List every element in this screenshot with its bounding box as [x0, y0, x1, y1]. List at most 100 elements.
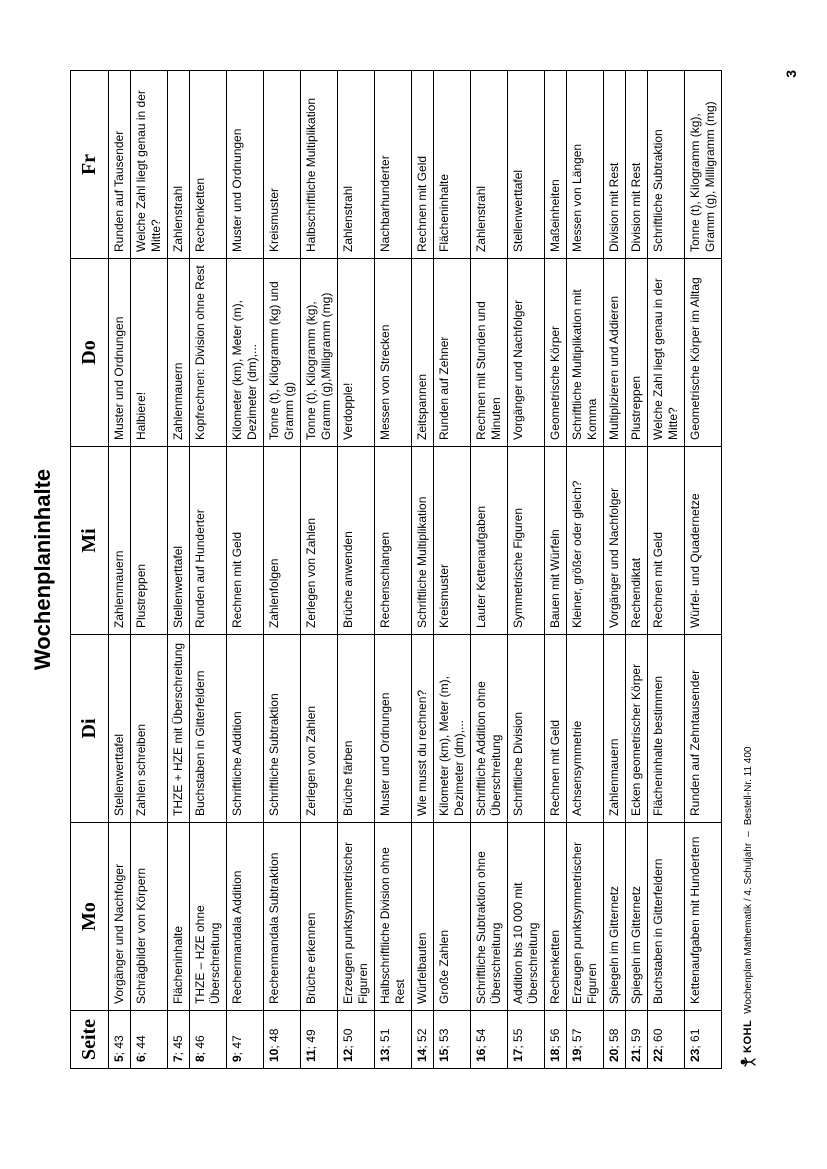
- cell-mi: Zahlenfolgen: [264, 447, 301, 635]
- cell-seite: 21; 59: [626, 1011, 648, 1069]
- table-header-row: Seite Mo Di Mi Do Fr: [71, 71, 109, 1069]
- cell-di: Ecken geometrischer Körper: [626, 635, 648, 823]
- cell-di: Schriftliche Addition: [227, 635, 264, 823]
- table-row: 7; 45FlächeninhalteTHZE + HZE mit Übersc…: [168, 71, 190, 1069]
- seite-rest: ; 43: [112, 1035, 126, 1055]
- cell-seite: 19; 57: [567, 1011, 604, 1069]
- cell-do: Kilometer (km), Meter (m), Dezimeter (dm…: [227, 259, 264, 447]
- cell-di: Schriftliche Division: [508, 635, 545, 823]
- cell-fr: Welche Zahl liegt genau in der Mitte?: [131, 71, 168, 259]
- cell-seite: 12; 50: [338, 1011, 375, 1069]
- cell-di: Achsensymmetrie: [567, 635, 604, 823]
- cell-mi: Zahlenmauern: [109, 447, 131, 635]
- seite-bold: 19: [570, 1049, 584, 1062]
- cell-mo: Spiegeln im Gitternetz: [626, 823, 648, 1011]
- cell-do: Verdopple!: [338, 259, 375, 447]
- cell-do: Rechnen mit Stunden und Minuten: [471, 259, 508, 447]
- cell-seite: 8; 46: [190, 1011, 227, 1069]
- table-row: 13; 51Halbschriftliche Division ohne Res…: [375, 71, 412, 1069]
- table-row: 23; 61Kettenaufgaben mit HunderternRunde…: [685, 71, 722, 1069]
- cell-do: Plustreppen: [626, 259, 648, 447]
- seite-bold: 10: [267, 1049, 281, 1062]
- cell-seite: 7; 45: [168, 1011, 190, 1069]
- cell-di: Flächeninhalte bestimmen: [648, 635, 685, 823]
- seite-bold: 23: [688, 1049, 702, 1062]
- seite-bold: 12: [341, 1049, 355, 1062]
- seite-rest: ; 48: [267, 1029, 281, 1049]
- weekplan-table: Seite Mo Di Mi Do Fr 5; 43Vorgänger und …: [70, 70, 722, 1069]
- cell-seite: 14; 52: [412, 1011, 434, 1069]
- cell-mi: Schriftliche Multiplikation: [412, 447, 434, 635]
- table-row: 11; 49Brüche erkennenZerlegen von Zahlen…: [301, 71, 338, 1069]
- seite-rest: ; 54: [474, 1029, 488, 1049]
- seite-rest: ; 53: [437, 1029, 451, 1049]
- content-rotated: Wochenplaninhalte Seite Mo Di Mi Do Fr 5…: [0, 0, 827, 1169]
- seite-rest: ; 59: [629, 1029, 643, 1049]
- cell-di: Zerlegen von Zahlen: [301, 635, 338, 823]
- seite-bold: 21: [629, 1049, 643, 1062]
- table-row: 21; 59Spiegeln im GitternetzEcken geomet…: [626, 71, 648, 1069]
- cell-fr: Muster und Ordnungen: [227, 71, 264, 259]
- cell-seite: 22; 60: [648, 1011, 685, 1069]
- seite-bold: 15: [437, 1049, 451, 1062]
- seite-bold: 20: [607, 1049, 621, 1062]
- seite-bold: 8: [193, 1055, 207, 1062]
- cell-do: Welche Zahl liegt genau in der Mitte?: [648, 259, 685, 447]
- cell-mi: Rechnen mit Geld: [648, 447, 685, 635]
- cell-fr: Nachbarhunderter: [375, 71, 412, 259]
- seite-rest: ; 57: [570, 1029, 584, 1049]
- cell-di: Schriftliche Subtraktion: [264, 635, 301, 823]
- cell-di: Stellenwerttafel: [109, 635, 131, 823]
- col-do: Do: [71, 259, 109, 447]
- cell-mo: Spiegeln im Gitternetz: [604, 823, 626, 1011]
- footer-order: Bestell-Nr. 11 400: [743, 747, 754, 826]
- table-row: 16; 54Schriftliche Subtraktion ohne Über…: [471, 71, 508, 1069]
- page: Wochenplaninhalte Seite Mo Di Mi Do Fr 5…: [0, 0, 827, 1169]
- cell-seite: 15; 53: [434, 1011, 471, 1069]
- cell-mi: Lauter Kettenaufgaben: [471, 447, 508, 635]
- seite-bold: 17: [511, 1049, 525, 1062]
- cell-fr: Schriftliche Subtraktion: [648, 71, 685, 259]
- footer-title: Wochenplan Mathematik / 4. Schuljahr: [743, 843, 754, 1014]
- page-number: 3: [783, 70, 799, 78]
- cell-seite: 6; 44: [131, 1011, 168, 1069]
- seite-bold: 13: [378, 1049, 392, 1062]
- seite-bold: 7: [171, 1055, 185, 1062]
- cell-fr: Division mit Rest: [604, 71, 626, 259]
- table-row: 17; 55Addition bis 10 000 mit Überschrei…: [508, 71, 545, 1069]
- seite-rest: ; 47: [230, 1035, 244, 1055]
- seite-rest: ; 60: [651, 1029, 665, 1049]
- cell-di: Zahlenmauern: [604, 635, 626, 823]
- col-fr: Fr: [71, 71, 109, 259]
- cell-mo: Rechenmandala Addition: [227, 823, 264, 1011]
- cell-mo: Schriftliche Subtraktion ohne Überschrei…: [471, 823, 508, 1011]
- cell-di: Zahlen schreiben: [131, 635, 168, 823]
- seite-bold: 22: [651, 1049, 665, 1062]
- seite-rest: ; 58: [607, 1029, 621, 1049]
- col-di: Di: [71, 635, 109, 823]
- cell-mi: Stellenwerttafel: [168, 447, 190, 635]
- cell-mo: Vorgänger und Nachfolger: [109, 823, 131, 1011]
- cell-mi: Zerlegen von Zahlen: [301, 447, 338, 635]
- table-head: Seite Mo Di Mi Do Fr: [71, 71, 109, 1069]
- cell-do: Multiplizieren und Addieren: [604, 259, 626, 447]
- cell-di: Muster und Ordnungen: [375, 635, 412, 823]
- seite-bold: 6: [134, 1055, 148, 1062]
- cell-fr: Flächeninhalte: [434, 71, 471, 259]
- seite-bold: 18: [548, 1049, 562, 1062]
- cell-di: Wie musst du rechnen?: [412, 635, 434, 823]
- seite-rest: ; 45: [171, 1035, 185, 1055]
- seite-rest: ; 61: [688, 1029, 702, 1049]
- cell-seite: 13; 51: [375, 1011, 412, 1069]
- cell-do: Geometrische Körper: [545, 259, 567, 447]
- seite-rest: ; 55: [511, 1029, 525, 1049]
- cell-di: Schriftliche Addition ohne Überschreitun…: [471, 635, 508, 823]
- cell-di: Runden auf Zehntausender: [685, 635, 722, 823]
- cell-mo: Erzeugen punktsymmetrischer Figuren: [567, 823, 604, 1011]
- table-row: 5; 43Vorgänger und NachfolgerStellenwert…: [109, 71, 131, 1069]
- cell-seite: 16; 54: [471, 1011, 508, 1069]
- col-seite: Seite: [71, 1011, 109, 1069]
- cell-fr: Messen von Längen: [567, 71, 604, 259]
- cell-mo: Rechenmandala Subtraktion: [264, 823, 301, 1011]
- cell-mi: Bauen mit Würfeln: [545, 447, 567, 635]
